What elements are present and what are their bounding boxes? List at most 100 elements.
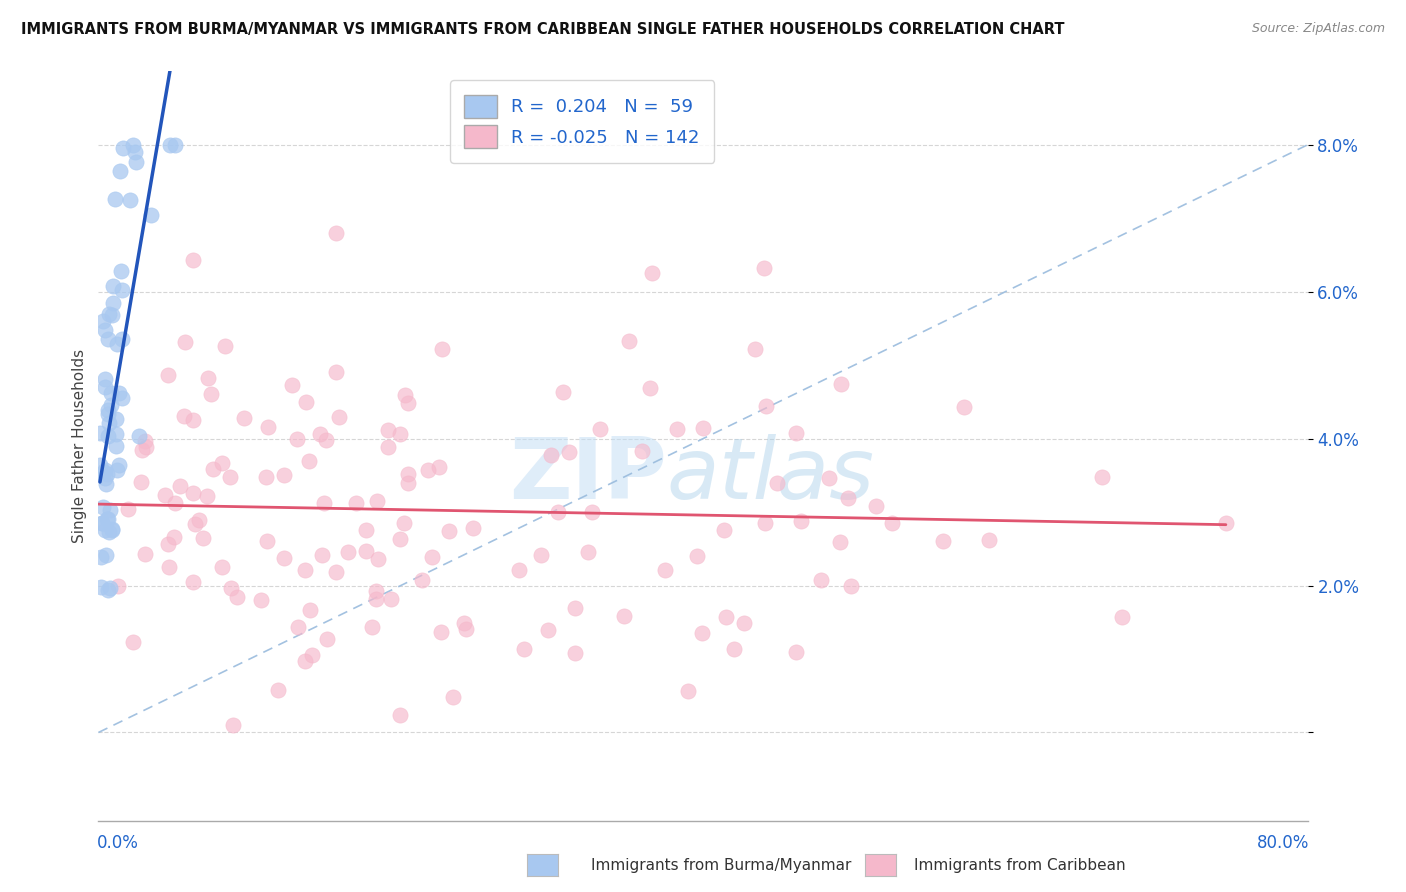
Text: Immigrants from Caribbean: Immigrants from Caribbean xyxy=(914,858,1126,872)
Point xyxy=(790,514,813,528)
Point xyxy=(430,342,453,356)
Point xyxy=(111,141,134,155)
Point xyxy=(453,616,475,631)
Text: 80.0%: 80.0% xyxy=(1257,834,1309,852)
Point xyxy=(364,583,387,598)
Point xyxy=(97,525,120,540)
Point xyxy=(427,460,450,475)
Point xyxy=(613,608,636,623)
Point xyxy=(654,563,676,577)
Legend: R =  0.204   N =  59, R = -0.025   N = 142: R = 0.204 N = 59, R = -0.025 N = 142 xyxy=(450,80,714,163)
Point xyxy=(155,488,177,502)
Point xyxy=(380,591,402,606)
Point xyxy=(94,548,117,562)
Point xyxy=(139,208,162,222)
Point xyxy=(394,388,416,402)
Point xyxy=(723,642,745,657)
Point xyxy=(135,440,157,454)
Point xyxy=(839,579,862,593)
Point xyxy=(810,573,832,587)
Point xyxy=(430,625,453,640)
Point xyxy=(337,545,360,559)
Point xyxy=(513,642,536,657)
Point xyxy=(100,398,122,412)
Point xyxy=(356,543,378,558)
Point xyxy=(631,443,654,458)
Text: Source: ZipAtlas.com: Source: ZipAtlas.com xyxy=(1251,22,1385,36)
Point xyxy=(94,471,117,485)
Point xyxy=(416,463,439,477)
Point xyxy=(100,523,122,537)
Point xyxy=(134,547,156,561)
Text: Immigrants from Burma/Myanmar: Immigrants from Burma/Myanmar xyxy=(591,858,851,872)
Point xyxy=(94,477,117,491)
Point xyxy=(101,278,124,293)
Point xyxy=(90,516,112,531)
Point xyxy=(308,427,330,442)
Point xyxy=(325,565,347,579)
Point xyxy=(101,309,124,323)
Point xyxy=(294,395,316,409)
Point xyxy=(1111,609,1133,624)
Point xyxy=(1215,516,1237,531)
Point xyxy=(665,422,688,436)
Point xyxy=(273,551,295,566)
Point xyxy=(157,368,180,382)
Point xyxy=(233,411,256,425)
Point xyxy=(377,440,399,454)
Point xyxy=(325,366,347,380)
Point xyxy=(91,516,114,530)
Point xyxy=(557,444,579,458)
Point xyxy=(396,467,419,481)
Point xyxy=(108,164,131,178)
Point xyxy=(461,521,484,535)
Point xyxy=(197,489,219,503)
Point xyxy=(93,463,115,477)
Point xyxy=(222,718,245,732)
Point xyxy=(1090,469,1112,483)
Point xyxy=(388,708,411,723)
Point xyxy=(766,476,789,491)
Point xyxy=(396,475,419,490)
Point xyxy=(219,581,242,595)
Point xyxy=(111,332,134,346)
Point xyxy=(200,387,222,401)
Point xyxy=(94,371,117,385)
Point xyxy=(128,428,150,442)
Point xyxy=(159,137,181,152)
Point xyxy=(120,193,142,207)
Point xyxy=(93,465,115,479)
Point xyxy=(733,616,755,631)
Point xyxy=(299,603,322,617)
Text: IMMIGRANTS FROM BURMA/MYANMAR VS IMMIGRANTS FROM CARIBBEAN SINGLE FATHER HOUSEHO: IMMIGRANTS FROM BURMA/MYANMAR VS IMMIGRA… xyxy=(21,22,1064,37)
Point xyxy=(157,560,180,574)
Point xyxy=(536,624,558,638)
Point xyxy=(366,494,388,508)
Point xyxy=(125,155,148,169)
Point xyxy=(97,582,120,597)
Point xyxy=(117,502,139,516)
Point xyxy=(932,533,955,548)
Point xyxy=(441,690,464,705)
Point xyxy=(411,573,433,587)
Point xyxy=(540,448,562,462)
Point xyxy=(183,517,205,532)
Point xyxy=(94,379,117,393)
Point xyxy=(267,682,290,697)
Point xyxy=(108,458,131,473)
Point xyxy=(953,401,976,415)
Point xyxy=(754,516,776,530)
Point xyxy=(104,193,127,207)
Point xyxy=(690,626,713,640)
Point xyxy=(93,323,115,337)
Point xyxy=(828,535,851,549)
Point xyxy=(214,339,236,353)
Point xyxy=(882,516,904,531)
Point xyxy=(678,683,700,698)
Point xyxy=(581,505,603,519)
Point xyxy=(294,655,316,669)
Text: atlas: atlas xyxy=(666,434,875,517)
Point xyxy=(422,549,444,564)
Point xyxy=(316,632,339,646)
Point xyxy=(97,512,120,526)
